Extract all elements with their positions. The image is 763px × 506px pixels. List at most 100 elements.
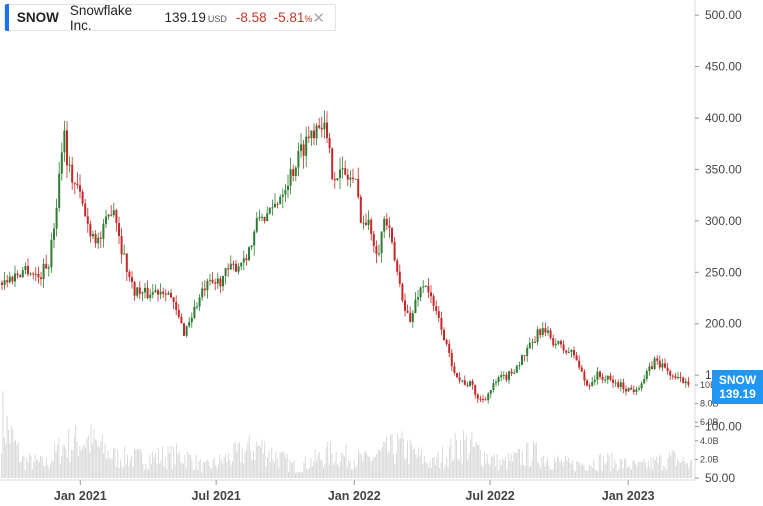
volume-bar [582,465,583,478]
candle-up [497,377,500,383]
candle-up [336,178,339,181]
volume-bar [465,435,467,478]
volume-bar [346,467,348,478]
candle-up [638,388,640,390]
volume-bar [566,460,568,478]
volume-bar [334,462,336,478]
volume-bar [240,462,242,478]
volume-bar [71,449,72,478]
volume-bar [108,458,110,478]
volume-bar [363,452,365,478]
volume-bar [492,456,494,478]
candle-up [255,218,258,232]
volume-bar [645,462,646,478]
volume-bar [36,459,37,478]
volume-bar [268,451,270,478]
candle-up [201,288,204,298]
candle-down [331,148,334,180]
candle-up [521,355,523,365]
candle-up [323,122,326,130]
candle-up [294,167,297,177]
close-icon[interactable]: ✕ [312,9,325,27]
candle-up [677,376,679,379]
volume-bar [292,462,294,478]
candle-down [71,164,74,183]
volume-bar [677,458,679,478]
candle-down [562,344,565,351]
volume-bar [659,456,660,478]
volume-bar [370,461,372,478]
candle-down [505,374,508,380]
volume-bar [31,469,33,478]
volume-bar [283,452,285,478]
volume-bar [180,462,182,478]
badge-price: 139.19 [719,387,756,401]
volume-bar [83,444,85,478]
volume-bar [471,431,473,478]
volume-bar [619,458,621,478]
volume-bar [276,458,278,478]
volume-bar [597,471,599,478]
volume-bar [241,448,243,478]
candle-up [63,130,66,153]
candle-up [266,213,269,222]
candle-down [1,282,3,285]
volume-bar [439,467,441,478]
volume-bar [19,462,21,478]
volume-bar [205,460,207,478]
candle-up [414,299,417,313]
candle-up [92,234,94,237]
volume-bars [1,391,693,478]
volume-bar [272,460,274,478]
volume-bar [349,462,351,478]
volume-bar [218,463,219,478]
volume-bar [685,464,687,478]
candle-up [513,372,516,374]
volume-bar [549,469,551,478]
candle-down [391,227,393,243]
candle-up [604,379,607,381]
time-tick-label: Jul 2021 [191,489,240,503]
volume-bar [160,460,162,478]
volume-bar [663,466,665,478]
volume-bar [594,469,596,478]
volume-bar [681,460,683,478]
volume-bar [244,451,246,478]
volume-bar [170,445,172,478]
volume-bar [598,454,600,478]
candle-down [575,355,578,361]
candle-down [539,329,542,335]
candle-up [167,292,170,295]
volume-bar [463,430,464,478]
volume-bar [526,443,527,478]
volume-bar [89,452,91,478]
volume-bar [79,445,81,478]
volume-bar [589,465,590,478]
volume-bar [57,444,58,478]
volume-bar [478,444,480,478]
candle-down [682,377,685,383]
volume-bar [604,464,606,478]
candle-down [11,276,14,282]
candle-down [612,379,614,383]
volume-bar [639,462,641,478]
candle-down [131,277,133,282]
volume-bar [209,466,211,478]
candle-down [443,329,445,340]
volume-bar [265,466,267,478]
candle-up [97,237,100,244]
volume-bar [141,451,142,478]
price-tick-label: 350.00 [705,162,742,176]
volume-bar [264,441,266,478]
volume-bar [12,429,14,478]
candle-up [3,280,6,285]
volume-bar [167,445,169,478]
time-axis-ticks: Jan 2021 Jul 2021 Jan 2022 Jul 2022 Jan 2023 [54,480,655,503]
volume-bar [367,455,369,478]
candle-down [385,218,388,226]
candle-down [79,185,81,192]
volume-bar [661,470,663,478]
volume-bar [411,443,413,478]
volume-bar [153,457,155,478]
